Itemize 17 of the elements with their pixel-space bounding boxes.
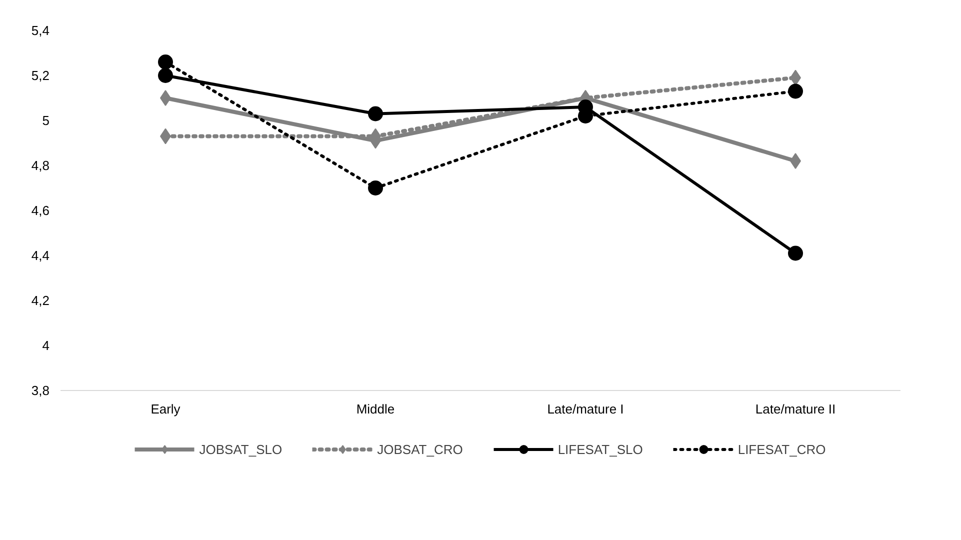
y-tick-label: 5,4	[31, 23, 50, 38]
legend-label: LIFESAT_SLO	[558, 442, 643, 456]
y-tick-label: 3,8	[31, 383, 50, 398]
x-tick-label: Early	[150, 402, 181, 416]
y-tick-label: 5,2	[31, 68, 50, 83]
legend-label: JOBSAT_CRO	[377, 442, 463, 456]
x-tick-label: Late/mature II	[755, 402, 836, 416]
y-tick-label: 4,2	[31, 293, 50, 308]
x-tick-label: Middle	[356, 402, 395, 416]
legend-label: LIFESAT_CRO	[738, 442, 826, 456]
y-tick-label: 4,6	[31, 203, 50, 218]
y-tick-label: 4,8	[31, 158, 50, 173]
x-tick-label: Late/mature I	[547, 402, 624, 416]
y-tick-label: 4	[42, 338, 50, 353]
legend-label: JOBSAT_SLO	[199, 442, 282, 456]
y-tick-label: 4,4	[31, 248, 50, 263]
y-tick-label: 5	[42, 113, 50, 128]
